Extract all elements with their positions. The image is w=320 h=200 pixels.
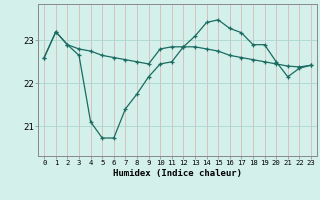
X-axis label: Humidex (Indice chaleur): Humidex (Indice chaleur): [113, 169, 242, 178]
